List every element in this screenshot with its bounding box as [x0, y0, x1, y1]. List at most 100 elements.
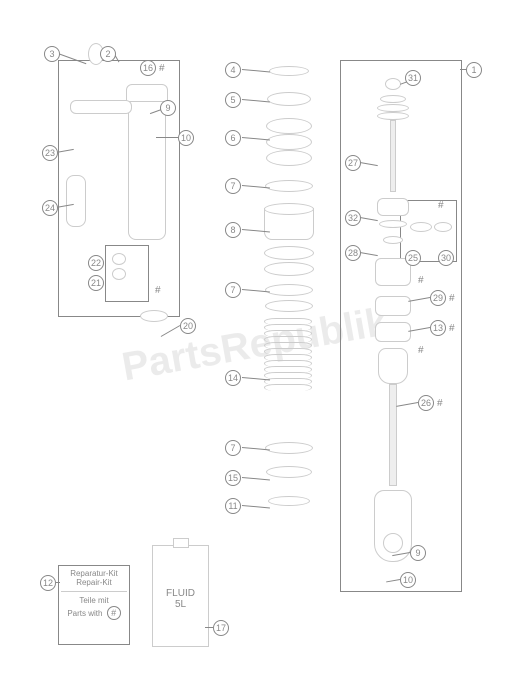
shock-eye: [374, 490, 412, 562]
diagram-stage: PartsRepublik Reparatur-Kit Repair-Kit T…: [0, 0, 509, 689]
stack-ring-3: [266, 134, 312, 150]
disc-3: [377, 112, 409, 120]
disc-2: [377, 104, 409, 112]
callout-number-7c: 7: [225, 440, 241, 456]
callout-number-29: 29: [430, 290, 446, 306]
leader-line-19: [56, 582, 60, 583]
callout-number-10a: 10: [178, 130, 194, 146]
callout-7b: 7: [225, 282, 241, 298]
callout-6: 6: [225, 130, 241, 146]
callout-number-14: 14: [225, 370, 241, 386]
callout-number-1: 1: [466, 62, 482, 78]
callout-28: 28: [345, 245, 361, 261]
callout-number-7a: 7: [225, 178, 241, 194]
callout-31: 31: [405, 70, 421, 86]
callout-29: 29#: [430, 290, 455, 306]
stack-ring-1: [267, 92, 311, 106]
leader-line-15: [156, 137, 178, 138]
callout-number-28: 28: [345, 245, 361, 261]
callout-number-26: 26: [418, 395, 434, 411]
callout-13: 13#: [430, 320, 455, 336]
callout-23: 23: [42, 145, 58, 161]
seal-9: [375, 296, 411, 316]
callout-22: 22: [88, 255, 104, 271]
end_cap: [140, 310, 168, 322]
callout-number-6: 6: [225, 130, 241, 146]
callout-number-16: 16: [140, 60, 156, 76]
stack-ring-10: [265, 300, 313, 312]
callout-25: 25: [405, 250, 421, 266]
callout-number-9b: 9: [410, 545, 426, 561]
stack-ring-7: [264, 246, 314, 260]
hose_top: [70, 100, 132, 114]
callout-14: 14: [225, 370, 241, 386]
callout-number-32: 32: [345, 210, 361, 226]
reservoir_body: [128, 98, 166, 240]
repair-kit-hash: #: [107, 606, 121, 620]
fluid-can: FLUID 5L: [152, 545, 209, 647]
callout-h_left_small: #: [152, 285, 161, 296]
callout-2: 2: [100, 46, 116, 62]
callout-20: 20: [180, 318, 196, 334]
callout-16: 16#: [140, 60, 165, 76]
callout-8: 8: [225, 222, 241, 238]
callout-number-7b: 7: [225, 282, 241, 298]
piston-rod-4: [390, 120, 396, 192]
callout-number-22: 22: [88, 255, 104, 271]
leader-line-5: [242, 99, 270, 102]
seal-oring-1: [434, 222, 452, 232]
callout-1: 1: [466, 62, 482, 78]
disc-7: [383, 236, 403, 244]
callout-hash-h_right_mid1: #: [418, 275, 424, 286]
stack-ring-0: [269, 66, 309, 76]
stack-ring-9: [265, 284, 313, 296]
callout-hash-26: #: [437, 398, 443, 409]
callout-number-3: 3: [44, 46, 60, 62]
callout-hash-29: #: [449, 293, 455, 304]
callout-number-20: 20: [180, 318, 196, 334]
repair-kit-line2: Repair-Kit: [76, 578, 112, 587]
callout-10b: 10: [400, 572, 416, 588]
callout-30: 30: [438, 250, 454, 266]
repair-kit-line4: Parts with: [67, 609, 102, 618]
leader-line-16: [161, 325, 181, 337]
callout-number-25: 25: [405, 250, 421, 266]
callout-9a: 9: [160, 100, 176, 116]
callout-number-17: 17: [213, 620, 229, 636]
leader-line-4: [242, 69, 270, 72]
callout-h_right_seal: #: [435, 200, 444, 211]
disc-1: [380, 95, 406, 103]
callout-17: 17: [213, 620, 229, 636]
spring: [264, 318, 312, 390]
callout-15: 15: [225, 470, 241, 486]
callout-24: 24: [42, 200, 58, 216]
spring-cup-lip: [264, 203, 314, 215]
callout-number-12: 12: [40, 575, 56, 591]
callout-9b: 9: [410, 545, 426, 561]
callout-11: 11: [225, 498, 241, 514]
callout-10a: 10: [178, 130, 194, 146]
callout-h_right_mid2: #: [415, 345, 424, 356]
callout-21: 21: [88, 275, 104, 291]
stack-ring-12: [265, 442, 313, 454]
stack-ring-13: [266, 466, 312, 478]
callout-number-15: 15: [225, 470, 241, 486]
callout-h_right_mid1: #: [415, 275, 424, 286]
cap-0: [385, 78, 401, 90]
callout-number-30: 30: [438, 250, 454, 266]
callout-number-9a: 9: [160, 100, 176, 116]
callout-7a: 7: [225, 178, 241, 194]
repair-kit-line3: Teile mit: [79, 596, 108, 605]
callout-7c: 7: [225, 440, 241, 456]
disc-6: [379, 220, 407, 228]
seal-oring-0: [410, 222, 432, 232]
callout-12: 12: [40, 575, 56, 591]
leader-line-13: [242, 505, 270, 508]
leader-line-12: [242, 477, 270, 480]
callout-number-13: 13: [430, 320, 446, 336]
stack-ring-14: [268, 496, 310, 506]
leader-line-20: [205, 627, 213, 628]
box-repair-kit: Reparatur-Kit Repair-Kit Teile mit Parts…: [58, 565, 130, 645]
repair-kit-label: Reparatur-Kit Repair-Kit Teile mit Parts…: [61, 570, 127, 620]
callout-hash-16: #: [159, 63, 165, 74]
